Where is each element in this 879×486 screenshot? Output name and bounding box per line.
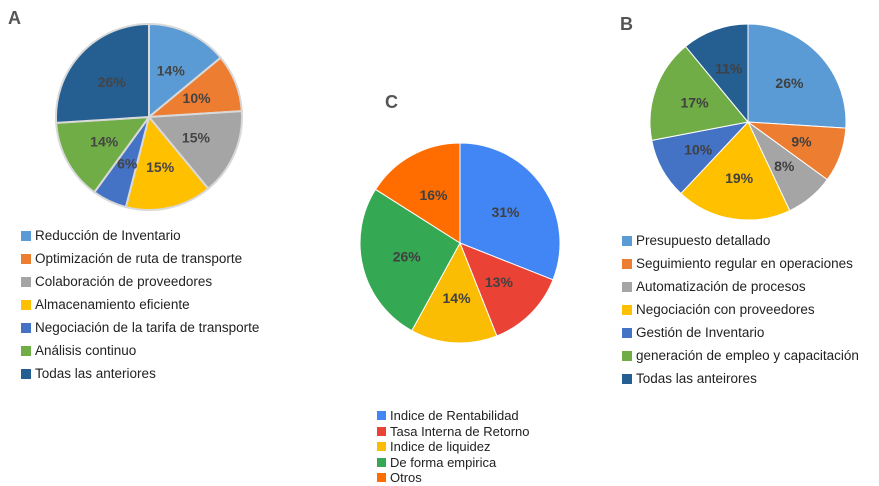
legend-item: Indice de liquidez — [377, 439, 529, 455]
legend-swatch — [377, 473, 386, 483]
legend-label: Reducción de Inventario — [35, 228, 181, 243]
pie-slice — [55, 115, 152, 194]
legend-label: Tasa Interna de Retorno — [390, 423, 530, 439]
legend-label: Negociación de la tarifa de transporte — [35, 320, 260, 335]
slice-data-label: 10% — [183, 90, 212, 106]
slice-data-label: 16% — [419, 187, 448, 203]
legend-label: Optimización de ruta de transporte — [35, 251, 243, 266]
pie-slice — [124, 114, 210, 211]
slice-data-label: 14% — [157, 63, 186, 79]
legend-item: Colaboración de proveedores — [21, 270, 259, 293]
pie-slice — [374, 142, 461, 244]
legend-a: Reducción de Inventario Optimización de r… — [21, 224, 259, 385]
legend-label: Todas las anteirores — [636, 371, 757, 386]
legend-swatch — [622, 327, 632, 338]
legend-item: Todas las anteirores — [622, 367, 859, 390]
legend-item: Almacenamiento eficiente — [21, 293, 259, 316]
slice-data-label: 31% — [491, 204, 520, 220]
legend-label: Negociación con proveedores — [636, 302, 815, 317]
pie-slice — [148, 22, 223, 120]
legend-swatch — [21, 299, 31, 310]
pie-slice — [459, 242, 554, 337]
pie-chart-a: 14% 10% 15% 15% 6% 14% 26% — [55, 22, 243, 211]
slice-data-label: 19% — [725, 170, 754, 186]
legend-item: Todas las anteriores — [21, 362, 259, 385]
legend-swatch — [622, 235, 632, 246]
legend-item: Negociación de la tarifa de transporte — [21, 316, 259, 339]
panel-letter-b: B — [620, 14, 633, 34]
legend-item: Otros — [377, 470, 529, 486]
legend-swatch — [21, 230, 31, 241]
legend-item: Presupuesto detallado — [622, 229, 859, 252]
slice-data-label: 14% — [443, 290, 472, 306]
slice-data-label: 15% — [182, 129, 211, 145]
slice-data-label: 11% — [715, 61, 743, 77]
slice-data-label: 15% — [146, 159, 175, 175]
slice-data-label: 10% — [684, 141, 713, 157]
legend-item: Gestión de Inventario — [622, 321, 859, 344]
legend-swatch — [377, 411, 386, 421]
legend-swatch — [21, 345, 31, 356]
slice-data-label: 13% — [485, 274, 514, 290]
legend-swatch — [622, 304, 632, 315]
legend-swatch — [21, 368, 31, 379]
legend-item: Análisis continuo — [21, 339, 259, 362]
slice-data-label: 26% — [98, 74, 127, 90]
pie-chart-b: 26% 9% 8% 19% 10% 17% 11% — [649, 23, 847, 221]
pie-slice — [411, 241, 498, 344]
pie-slice — [747, 23, 847, 129]
pie-slice — [146, 110, 243, 191]
legend-c: Indice de Rentabilidad Tasa Interna de Re… — [377, 408, 529, 486]
slice-data-label: 14% — [90, 134, 119, 150]
legend-label: Todas las anteriores — [35, 366, 156, 381]
pie-slice — [684, 23, 749, 124]
pie-slice — [459, 142, 561, 281]
legend-label: generación de empleo y capacitación — [636, 348, 859, 363]
legend-label: Indice de Rentabilidad — [390, 408, 519, 424]
legend-item: generación de empleo y capacitación — [622, 344, 859, 367]
slice-data-label: 17% — [681, 95, 710, 111]
legend-swatch — [377, 426, 386, 436]
slice-data-label: 9% — [791, 133, 812, 149]
slice-data-label: 26% — [775, 75, 804, 91]
legend-swatch — [622, 258, 632, 269]
panel-letter-c: C — [385, 92, 398, 112]
legend-swatch — [622, 373, 632, 384]
slice-data-label: 6% — [117, 155, 138, 171]
pie-slice — [649, 45, 749, 141]
panel-letter-a: A — [8, 8, 21, 28]
legend-item: Indice de Rentabilidad — [377, 408, 529, 424]
legend-item: Negociación con proveedores — [622, 298, 859, 321]
legend-swatch — [21, 276, 31, 287]
legend-label: Indice de liquidez — [390, 439, 491, 455]
legend-label: Seguimiento regular en operaciones — [636, 256, 853, 271]
legend-label: Colaboración de proveedores — [35, 274, 213, 289]
pie-chart-c: 31% 13% 14% 26% 16% — [359, 142, 561, 344]
legend-swatch — [377, 442, 386, 452]
legend-label: Presupuesto detallado — [636, 233, 771, 248]
legend-item: Optimización de ruta de transporte — [21, 247, 259, 270]
legend-item: De forma empirica — [377, 455, 529, 471]
pie-slice — [55, 22, 150, 124]
legend-item: Tasa Interna de Retorno — [377, 424, 529, 440]
legend-swatch — [622, 281, 632, 292]
legend-swatch — [622, 350, 632, 361]
legend-label: Otros — [390, 470, 422, 486]
legend-swatch — [377, 457, 386, 467]
legend-label: Gestión de Inventario — [636, 325, 765, 340]
legend-b: Presupuesto detallado Seguimiento regular… — [622, 229, 859, 390]
legend-swatch — [21, 322, 31, 333]
slice-data-label: 8% — [774, 158, 795, 174]
legend-item: Seguimiento regular en operaciones — [622, 252, 859, 275]
slice-data-label: 26% — [393, 249, 422, 265]
pie-slice — [359, 188, 461, 332]
legend-label: Análisis continuo — [35, 343, 137, 358]
legend-label: Automatización de procesos — [636, 279, 806, 294]
legend-label: Almacenamiento eficiente — [35, 297, 190, 312]
legend-swatch — [21, 253, 31, 264]
pie-slice — [680, 121, 791, 221]
legend-label: De forma empirica — [390, 454, 497, 470]
legend-item: Automatización de procesos — [622, 275, 859, 298]
legend-item: Reducción de Inventario — [21, 224, 259, 247]
